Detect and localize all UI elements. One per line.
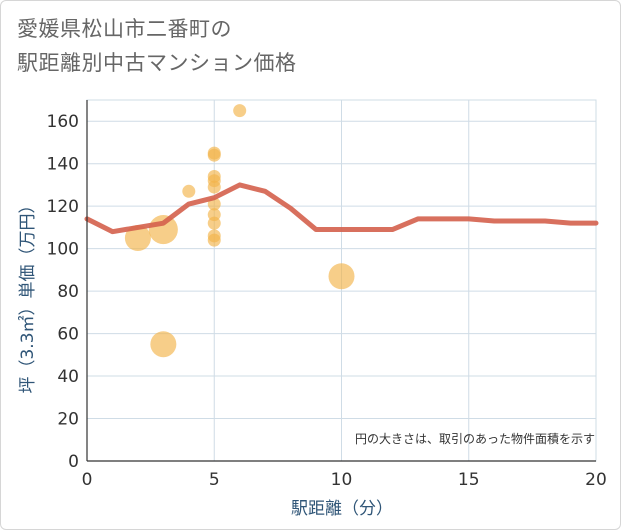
data-point [207, 216, 221, 230]
y-tick-label: 20 [57, 410, 79, 430]
data-point [124, 225, 151, 252]
x-tick-label: 0 [82, 470, 93, 490]
data-point [328, 263, 355, 290]
data-point [150, 331, 177, 358]
data-point [207, 180, 221, 194]
average-line-series [84, 182, 599, 235]
data-point [207, 233, 221, 247]
data-point [207, 148, 221, 162]
x-tick-label: 15 [458, 470, 480, 490]
x-tick-label: 20 [585, 470, 607, 490]
y-tick-label: 140 [47, 155, 79, 175]
chart-title: 愛媛県松山市二番町の 駅距離別中古マンション価格 [17, 12, 297, 80]
y-tick-label: 80 [57, 282, 79, 302]
y-axis-label: 坪（3.3㎡）単価（万円） [18, 196, 38, 393]
grid-lines [86, 99, 597, 462]
average-line [84, 182, 599, 235]
y-tick-label: 40 [57, 367, 79, 387]
x-tick-label: 5 [209, 470, 220, 490]
chart-title-line2: 駅距離別中古マンション価格 [17, 51, 297, 75]
axes [86, 100, 596, 462]
x-tick-label: 10 [331, 470, 353, 490]
y-tick-label: 60 [57, 325, 79, 345]
data-point [148, 215, 178, 245]
chart-title-line1: 愛媛県松山市二番町の [17, 17, 232, 41]
data-point [182, 184, 196, 198]
y-tick-label: 120 [47, 197, 79, 217]
size-note: 円の大きさは、取引のあった物件面積を示す [355, 431, 595, 446]
y-tick-label: 160 [47, 112, 79, 132]
tick-labels: 0 20 40 60 80 100 120 140 160 0 5 10 15 20 [47, 112, 607, 490]
bubble-series [124, 104, 355, 358]
x-axis-label: 駅距離（分） [291, 499, 393, 519]
data-point [233, 104, 247, 118]
y-tick-label: 0 [68, 452, 79, 472]
y-tick-label: 100 [47, 240, 79, 260]
